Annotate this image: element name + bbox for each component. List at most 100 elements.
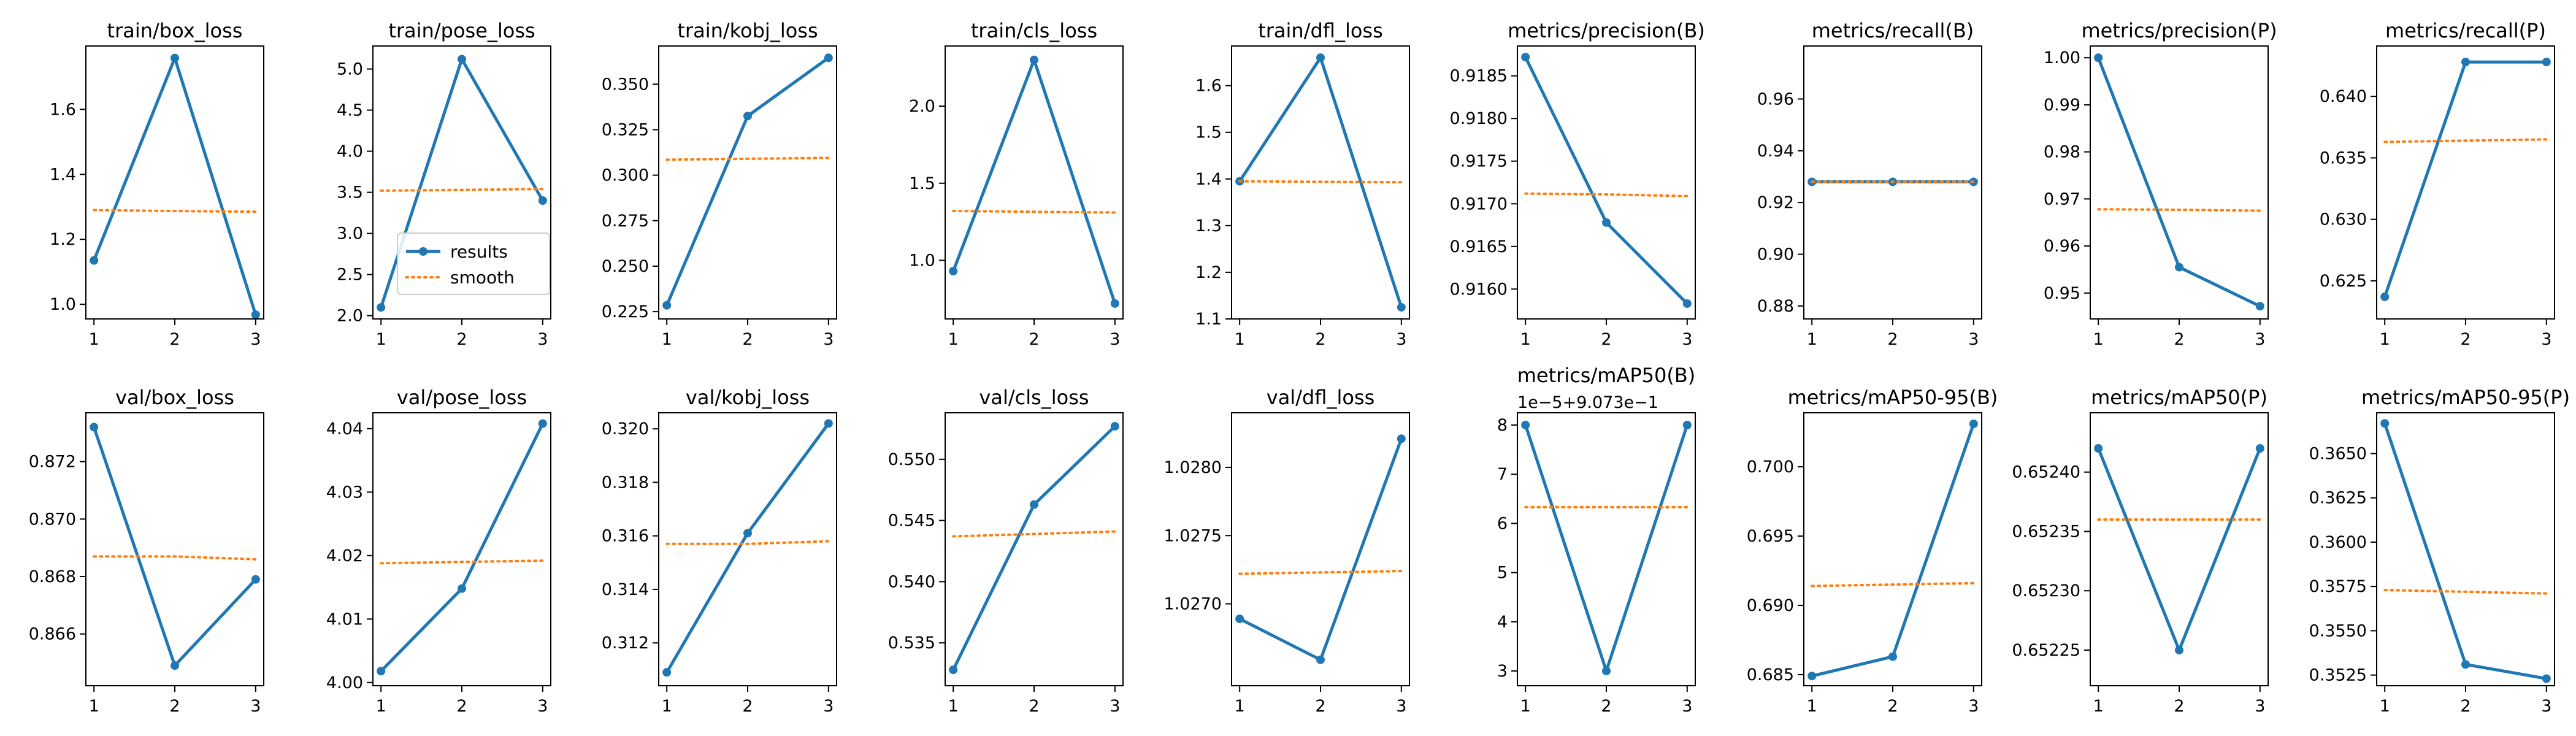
y-tick-label: 7 xyxy=(1497,465,1508,484)
y-tick-label: 4.5 xyxy=(337,101,363,120)
x-tick-label: 2 xyxy=(2174,697,2184,716)
x-tick-label: 3 xyxy=(823,330,834,349)
y-tick-label: 0.3600 xyxy=(2309,533,2367,552)
results-data-point xyxy=(1521,421,1530,430)
y-tick-label: 6 xyxy=(1497,514,1508,533)
x-tick-label: 2 xyxy=(456,697,467,716)
axes-frame xyxy=(1803,45,1982,320)
results-data-point xyxy=(1110,421,1119,431)
x-tick-label: 3 xyxy=(1968,330,1979,349)
results-data-point xyxy=(743,529,752,538)
smooth-series-line xyxy=(665,156,830,161)
chart-title: val/dfl_loss xyxy=(1267,386,1375,409)
y-tick-label: 0.870 xyxy=(29,510,76,529)
y-tick-label: 0.635 xyxy=(2320,148,2367,167)
smooth-series-line xyxy=(952,530,1116,538)
chart-panel: train/kobj_loss 1 2 3 0.225 0.250 0.275 0.300 0.… xyxy=(602,19,837,349)
x-tick-label: 1 xyxy=(662,330,672,349)
y-tick-label: 4 xyxy=(1497,613,1508,632)
y-tick-label: 2.0 xyxy=(337,307,363,326)
y-tick-label: 0.9165 xyxy=(1450,237,1508,256)
y-tick-label: 0.96 xyxy=(2044,237,2080,256)
y-tick-label: 0.3525 xyxy=(2309,666,2367,685)
legend-box xyxy=(397,232,550,295)
axes-frame xyxy=(945,45,1124,320)
results-data-point xyxy=(662,301,672,310)
y-tick-label: 0.640 xyxy=(2320,87,2367,106)
results-data-point xyxy=(2094,444,2103,453)
y-tick-label: 0.316 xyxy=(602,527,649,546)
chart-panel: metrics/precision(B) 1 2 3 0.9160 0.9165 0.917… xyxy=(1450,19,1705,349)
y-tick-label: 0.9175 xyxy=(1450,152,1508,171)
results-data-point xyxy=(1888,652,1897,661)
axes-frame xyxy=(1517,412,1696,686)
x-tick-label: 2 xyxy=(1601,697,1611,716)
axes-frame xyxy=(372,412,551,686)
x-tick-label: 1 xyxy=(89,330,99,349)
x-tick-label: 2 xyxy=(169,330,180,349)
y-tick-label: 0.550 xyxy=(888,450,935,469)
results-data-point xyxy=(1521,53,1530,62)
smooth-series-line xyxy=(380,188,544,192)
axes-frame xyxy=(945,412,1124,686)
results-data-point xyxy=(1030,55,1038,64)
chart-panel: val/kobj_loss 1 2 3 0.312 0.314 0.316 0.318 0.32… xyxy=(602,386,837,716)
x-tick-label: 1 xyxy=(1807,697,1817,716)
y-tick-label: 0.866 xyxy=(29,625,76,644)
y-tick-label: 1.6 xyxy=(1195,77,1222,96)
results-series-line xyxy=(380,423,545,672)
chart-title: metrics/mAP50(B) xyxy=(1517,364,1696,387)
y-tick-label: 0.65230 xyxy=(2012,581,2080,600)
smooth-series-line xyxy=(665,540,830,545)
results-series-line xyxy=(665,56,830,306)
y-tick-label: 0.630 xyxy=(2320,210,2367,229)
results-data-point xyxy=(1110,299,1119,308)
results-data-point xyxy=(2542,674,2551,683)
results-data-point xyxy=(90,256,99,265)
results-series-line xyxy=(1524,56,1689,305)
results-data-point xyxy=(2175,645,2183,654)
smooth-series-line xyxy=(93,209,257,213)
results-series-line xyxy=(92,56,258,315)
y-tick-label: 0.94 xyxy=(1757,142,1794,161)
y-tick-label: 0.250 xyxy=(602,257,649,276)
y-tick-label: 1.4 xyxy=(50,165,76,184)
x-tick-label: 2 xyxy=(1029,697,1039,716)
smooth-series-line xyxy=(2383,138,2548,144)
results-data-point xyxy=(251,310,260,320)
x-tick-label: 3 xyxy=(1682,330,1692,349)
chart-panel: metrics/precision(P) 1 2 3 0.95 0.96 0.97 0.98 0… xyxy=(2044,19,2277,349)
y-tick-label: 1.6 xyxy=(50,100,76,119)
x-tick-label: 1 xyxy=(1807,330,1817,349)
results-data-point xyxy=(377,303,386,312)
results-data-point xyxy=(2255,444,2264,453)
chart-title: val/box_loss xyxy=(115,386,234,409)
chart-title: train/kobj_loss xyxy=(677,19,818,42)
results-data-point xyxy=(743,112,752,121)
results-data-point xyxy=(662,668,672,677)
y-tick-label: 3.5 xyxy=(337,183,363,202)
axes-frame xyxy=(1803,412,1982,686)
y-tick-label: 4.04 xyxy=(326,420,363,439)
results-data-point xyxy=(538,196,547,205)
results-data-point xyxy=(458,55,466,64)
y-tick-label: 1.0 xyxy=(909,251,935,270)
results-data-point xyxy=(1602,666,1611,675)
axes-frame xyxy=(1231,45,1410,320)
results-data-point xyxy=(538,419,547,428)
x-tick-label: 2 xyxy=(1887,697,1898,716)
axes-frame xyxy=(85,45,264,320)
x-tick-label: 3 xyxy=(2255,697,2265,716)
smooth-series-line xyxy=(2097,208,2261,212)
x-tick-label: 1 xyxy=(2380,330,2390,349)
y-tick-label: 0.625 xyxy=(2320,272,2367,291)
y-tick-label: 0.312 xyxy=(602,634,649,653)
axes-frame xyxy=(658,45,837,320)
y-tick-label: 0.545 xyxy=(888,512,935,531)
y-tick-label: 1.00 xyxy=(2044,48,2080,67)
x-tick-label: 1 xyxy=(2380,697,2390,716)
axes-frame xyxy=(2376,412,2555,686)
x-tick-label: 1 xyxy=(1520,697,1531,716)
legend-results-label: results xyxy=(450,242,508,262)
